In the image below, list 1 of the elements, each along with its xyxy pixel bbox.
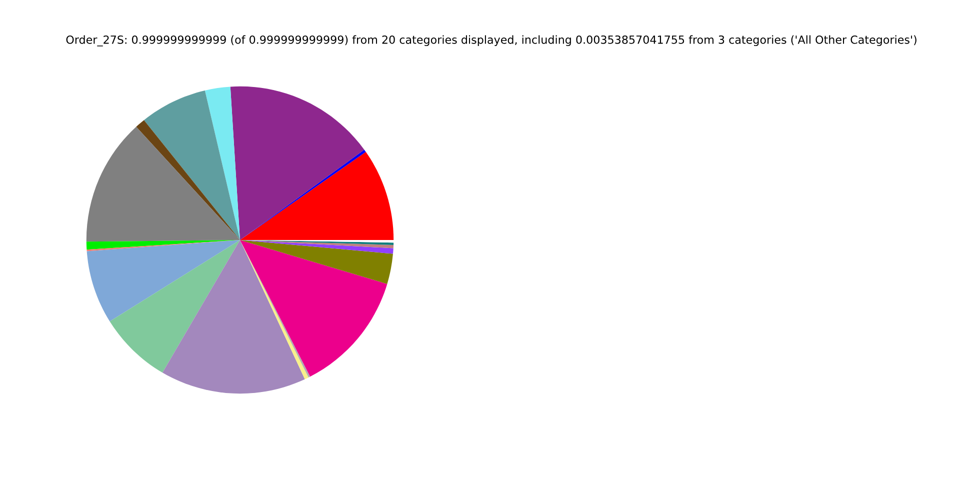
text: Order_27S: 0.999999999999 (of 0.999999999999) from 20 categories displayed, including 0.00353857041755 from 3 categories ('All Other Categories') [66,35,916,46]
